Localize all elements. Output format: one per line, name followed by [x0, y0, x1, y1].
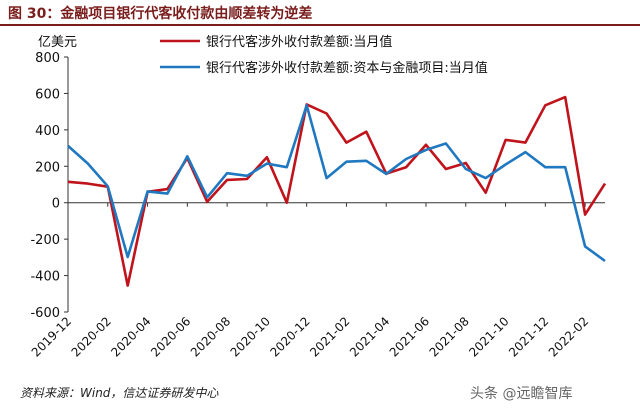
x-tick-label: 2021-08 — [427, 314, 472, 359]
x-tick-label: 2020-02 — [69, 314, 114, 359]
x-tick-label: 2020-06 — [148, 314, 193, 359]
x-tick-label: 2021-04 — [347, 314, 392, 359]
watermark: 头条 @远瞻智库 — [470, 386, 573, 402]
y-tick-label: 0 — [52, 197, 60, 212]
y-tick-label: -200 — [30, 233, 60, 248]
legend-label-2: 银行代客涉外收付款差额:资本与金融项目:当月值 — [206, 60, 488, 76]
x-tick-label: 2020-04 — [108, 314, 153, 359]
y-tick-label: 200 — [35, 160, 60, 175]
x-tick-label: 2021-02 — [307, 314, 352, 359]
figure-title: 图 30：金融项目银行代客收付款由顺差转为逆差 — [8, 6, 313, 22]
x-tick-label: 2020-12 — [267, 314, 312, 359]
x-tick-label: 2022-02 — [546, 314, 591, 359]
source-note: 资料来源：Wind，信达证券研发中心 — [20, 386, 219, 400]
x-tick-label: 2021-06 — [387, 314, 432, 359]
y-axis-label: 亿美元 — [38, 35, 77, 50]
x-tick-label: 2019-12 — [29, 314, 74, 359]
series-line-2 — [67, 104, 606, 263]
series-line-1 — [67, 95, 607, 287]
x-tick-label: 2021-12 — [506, 314, 551, 359]
x-tick-label: 2020-10 — [228, 314, 273, 359]
title-rule — [0, 24, 640, 26]
y-tick-label: -400 — [30, 270, 60, 285]
x-tick-label: 2020-08 — [188, 314, 233, 359]
x-tick-label: 2021-10 — [466, 314, 511, 359]
series-lines — [67, 95, 607, 287]
y-tick-label: 800 — [35, 51, 60, 66]
legend-label-1: 银行代客涉外收付款差额:当月值 — [206, 34, 392, 50]
y-tick-label: 600 — [35, 87, 60, 102]
y-tick-label: 400 — [35, 124, 60, 139]
y-tick-label: -600 — [30, 306, 60, 321]
axes: -600-400-20002004006008002019-122020-022… — [29, 51, 605, 360]
